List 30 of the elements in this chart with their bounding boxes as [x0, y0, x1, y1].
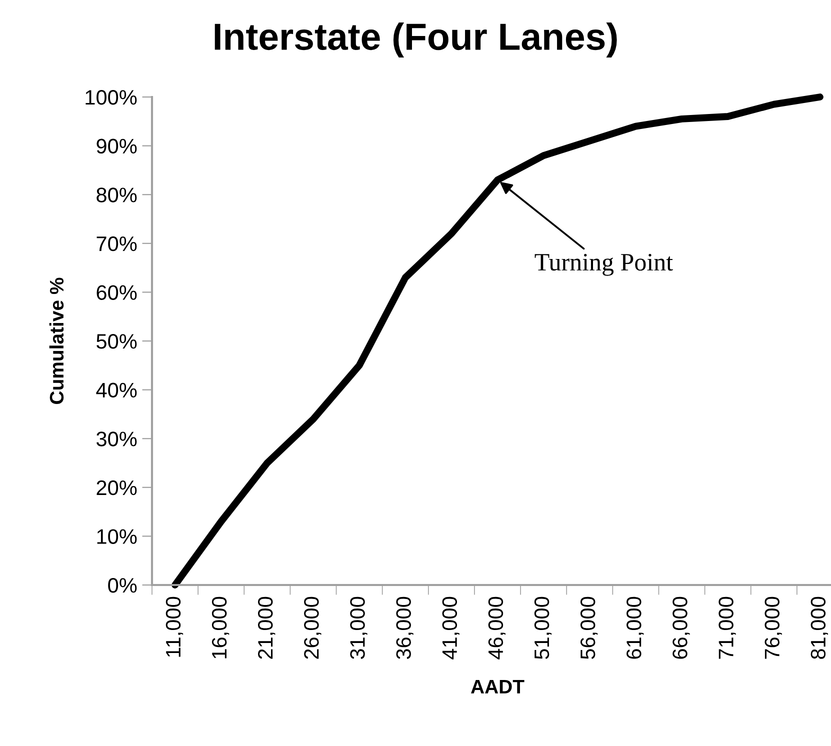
x-tick-label: 26,000 [304, 596, 322, 659]
y-tick-label: 30% [96, 432, 137, 446]
x-tick-label: 11,000 [166, 596, 184, 657]
x-tick-label: 81,000 [810, 596, 828, 659]
y-tick-label: 60% [96, 285, 137, 300]
x-tick-label: 46,000 [488, 596, 506, 660]
y-tick-label: 0% [108, 578, 137, 593]
y-tick-label: 10% [97, 529, 137, 544]
x-tick-label: 76,000 [764, 596, 782, 659]
annotation: Turning Point [534, 254, 673, 276]
x-tick-label: 51,000 [534, 596, 552, 659]
x-tick-label: 41,000 [442, 596, 460, 660]
x-tick-label: 31,000 [350, 596, 368, 660]
x-tick-label: 21,000 [258, 596, 276, 659]
x-tick-label: 36,000 [396, 596, 414, 660]
y-tick-label: 80% [96, 188, 137, 202]
y-tick-label: 70% [96, 236, 137, 252]
y-tick-label: 100% [86, 90, 137, 105]
x-tick-label: 66,000 [672, 596, 690, 659]
x-tick-label: 61,000 [626, 596, 644, 659]
y-tick-label: 90% [96, 138, 137, 154]
y-tick-label: 20% [96, 480, 137, 496]
x-tick-label: 71,000 [718, 596, 736, 659]
y-tick-label: 50% [96, 334, 137, 349]
x-tick-label: 56,000 [580, 596, 598, 659]
y-tick-label: 40% [96, 382, 137, 398]
chart-title: Interstate (Four Lanes) [214, 22, 617, 58]
y-axis-title: Cumulative % [49, 278, 64, 404]
x-axis-title: AADT [470, 680, 524, 694]
x-tick-label: 16,000 [212, 596, 230, 658]
